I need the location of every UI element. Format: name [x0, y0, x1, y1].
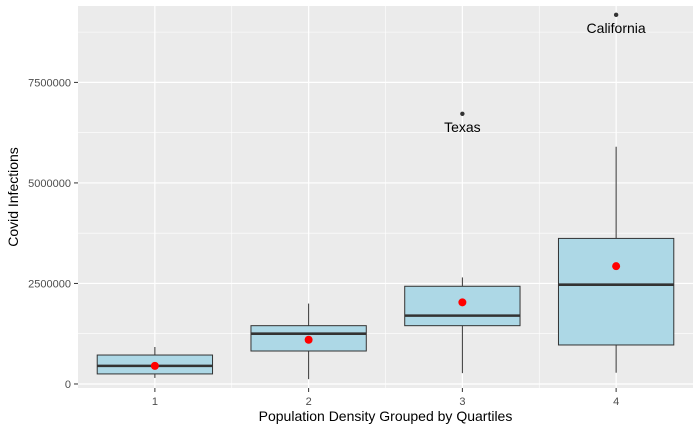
outlier-label: Texas: [444, 119, 481, 135]
mean-point: [304, 335, 313, 344]
x-axis-title: Population Density Grouped by Quartiles: [259, 408, 513, 424]
box-group-4: [557, 146, 675, 373]
outlier-point: [613, 12, 619, 18]
x-tick-label: 4: [613, 396, 619, 408]
mean-point: [612, 262, 621, 271]
x-tick-label: 3: [459, 396, 465, 408]
ticks-layer: 0 2500000 5000000 7500000 1 2 3 4: [28, 77, 619, 408]
y-tick-label: 2500000: [28, 278, 71, 290]
y-axis-title: Covid Infections: [5, 147, 21, 247]
x-tick-label: 2: [306, 396, 312, 408]
mean-point: [150, 361, 159, 370]
outlier-label: California: [587, 20, 646, 36]
boxes-layer: [96, 146, 675, 380]
outlier-point: [460, 111, 465, 116]
x-tick-label: 1: [152, 396, 158, 408]
y-tick-label: 7500000: [28, 77, 71, 89]
mean-point: [458, 298, 467, 307]
points-layer: Texas California: [150, 12, 646, 370]
y-tick-label: 5000000: [28, 178, 71, 190]
box-iqr: [557, 237, 675, 346]
y-tick-label: 0: [65, 379, 71, 391]
